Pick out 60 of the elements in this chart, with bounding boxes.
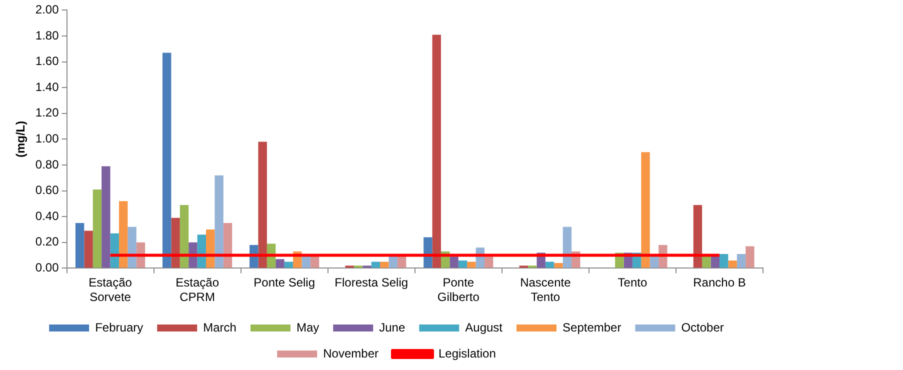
bar xyxy=(458,260,468,268)
y-tick-label: 0.80 xyxy=(35,157,60,172)
y-tick-label: 2.00 xyxy=(35,2,60,17)
bar xyxy=(562,226,572,268)
bar xyxy=(371,262,380,268)
bar xyxy=(380,262,389,268)
x-tick-label: Ponte Selig xyxy=(254,276,316,290)
x-tick-label: Floresta Selig xyxy=(334,276,408,290)
bar xyxy=(467,262,476,268)
bar xyxy=(554,263,563,268)
bar xyxy=(728,260,737,268)
legend-label: May xyxy=(296,320,320,334)
x-tick-label: Rancho B xyxy=(693,276,746,290)
y-tick-label: 1.80 xyxy=(35,28,60,42)
x-tick-label: Estação Sorvete xyxy=(88,276,132,304)
bar xyxy=(719,254,728,268)
bar xyxy=(102,166,110,268)
legend-label: Legislation xyxy=(438,346,496,360)
bar xyxy=(424,237,432,268)
bar xyxy=(484,256,494,268)
y-tick-label: 1.40 xyxy=(35,80,60,94)
legend-label: June xyxy=(379,320,406,334)
legend-label: August xyxy=(465,320,504,334)
legend-label: September xyxy=(562,320,622,334)
x-tick-label: Nascente Tento xyxy=(520,276,572,304)
y-axis-title: (mg/L) xyxy=(14,120,28,158)
y-tick-label: 1.60 xyxy=(35,54,60,68)
legend-label: October xyxy=(681,320,724,334)
bar xyxy=(258,142,267,268)
y-tick-label: 0.60 xyxy=(35,183,60,198)
bar xyxy=(214,175,224,268)
x-tick-label: Ponte Gilberto xyxy=(437,276,480,304)
legend-label: February xyxy=(95,320,144,334)
bar xyxy=(641,152,650,268)
bar xyxy=(128,226,136,268)
bar xyxy=(75,223,84,268)
legend-label: March xyxy=(203,320,236,334)
bar xyxy=(736,254,746,268)
bar xyxy=(162,52,172,268)
bar xyxy=(92,190,102,268)
y-tick-label: 0.00 xyxy=(35,260,60,275)
bar xyxy=(171,218,180,268)
bar xyxy=(84,230,93,268)
bar xyxy=(284,262,294,268)
x-tick-label: Estação CPRM xyxy=(176,276,220,304)
y-tick-label: 1.20 xyxy=(35,106,60,120)
bar xyxy=(432,34,441,268)
y-tick-label: 1.00 xyxy=(35,132,60,146)
legend-label: November xyxy=(323,346,378,360)
x-tick-label: Tento xyxy=(618,276,648,290)
bar xyxy=(545,262,554,268)
bar xyxy=(118,201,128,268)
bar xyxy=(276,259,284,268)
bar xyxy=(223,223,232,268)
bar xyxy=(450,256,458,268)
y-tick-label: 0.20 xyxy=(35,234,60,249)
y-tick-label: 0.40 xyxy=(35,208,60,223)
bar xyxy=(746,246,754,268)
bar xyxy=(180,204,189,268)
bar xyxy=(693,204,702,268)
